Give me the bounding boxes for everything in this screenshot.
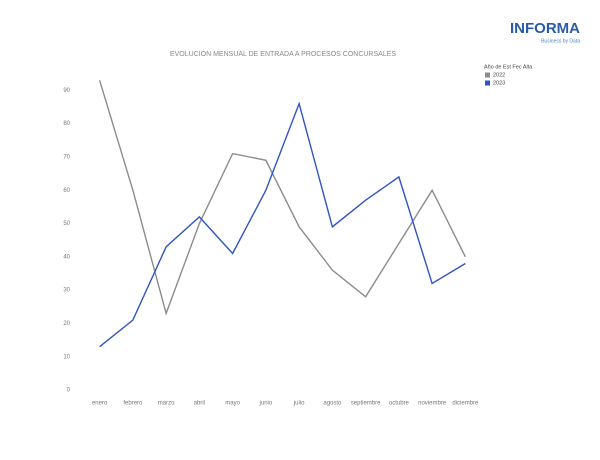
y-tick-label: 0: [67, 388, 71, 394]
line-series: [99, 101, 466, 348]
y-tick-label: 70: [63, 155, 70, 161]
legend-swatch: [485, 80, 490, 86]
x-tick-label: noviembre: [418, 401, 447, 407]
y-tick-label: 40: [63, 254, 70, 260]
line-series: [98, 80, 467, 316]
legend-label: 2022: [493, 72, 505, 78]
x-tick-label: marzo: [158, 401, 175, 407]
logo-tagline: Business by Data: [541, 38, 580, 44]
y-tick-label: 60: [63, 188, 70, 194]
x-tick-label: junio: [259, 401, 273, 407]
y-tick-label: 30: [63, 288, 70, 294]
x-tick-label: octubre: [389, 401, 410, 407]
x-tick-label: agosto: [323, 401, 342, 407]
y-tick-label: 50: [63, 221, 70, 227]
x-tick-label: enero: [92, 401, 108, 407]
legend-swatch: [485, 72, 490, 78]
x-tick-label: septiembre: [351, 401, 381, 407]
y-tick-label: 90: [63, 88, 70, 94]
chart-title: EVOLUCIÓN MENSUAL DE ENTRADA A PROCESOS …: [170, 49, 396, 58]
legend-label: 2023: [493, 80, 505, 86]
legend-title: Año de Est Fec Alta: [484, 64, 533, 70]
y-tick-label: 10: [63, 354, 70, 360]
y-tick-label: 20: [63, 321, 70, 327]
x-tick-label: mayo: [225, 401, 240, 407]
x-tick-label: abril: [194, 401, 205, 407]
x-tick-label: julio: [293, 401, 305, 407]
x-tick-label: febrero: [123, 401, 143, 407]
y-tick-label: 80: [63, 121, 70, 127]
x-tick-label: diciembre: [452, 401, 479, 407]
logo-name: INFORMA: [510, 20, 580, 37]
